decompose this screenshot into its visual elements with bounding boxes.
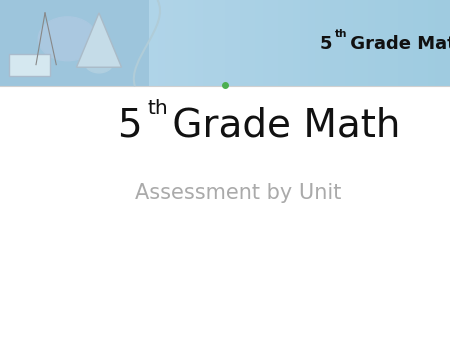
Bar: [158, 0, 165, 86]
Bar: [435, 0, 442, 86]
Text: th: th: [148, 99, 168, 118]
Text: 5: 5: [320, 35, 332, 53]
Text: Assessment by Unit: Assessment by Unit: [135, 183, 342, 203]
Bar: [225, 0, 233, 86]
Bar: [30, 0, 37, 86]
Bar: [180, 0, 188, 86]
Text: 5: 5: [117, 106, 142, 144]
Circle shape: [85, 51, 113, 73]
Bar: [382, 0, 390, 86]
Bar: [368, 0, 375, 86]
Bar: [195, 0, 202, 86]
Bar: [390, 0, 397, 86]
Bar: [98, 0, 105, 86]
Bar: [37, 0, 45, 86]
Bar: [255, 0, 262, 86]
Bar: [210, 0, 217, 86]
Bar: [352, 0, 360, 86]
Bar: [165, 0, 172, 86]
Bar: [323, 0, 330, 86]
Bar: [420, 0, 428, 86]
Bar: [262, 0, 270, 86]
Bar: [45, 0, 53, 86]
Text: Grade Math: Grade Math: [344, 35, 450, 53]
Bar: [330, 0, 338, 86]
Bar: [60, 0, 68, 86]
Bar: [112, 0, 120, 86]
Bar: [172, 0, 180, 86]
Bar: [105, 0, 112, 86]
Bar: [120, 0, 127, 86]
Bar: [338, 0, 345, 86]
Bar: [375, 0, 382, 86]
Bar: [0, 0, 148, 86]
Bar: [188, 0, 195, 86]
Text: th: th: [335, 29, 348, 39]
Bar: [82, 0, 90, 86]
Bar: [143, 0, 150, 86]
Circle shape: [38, 17, 97, 61]
Bar: [75, 0, 82, 86]
Bar: [90, 0, 98, 86]
Bar: [270, 0, 278, 86]
Bar: [360, 0, 368, 86]
Bar: [428, 0, 435, 86]
Bar: [278, 0, 285, 86]
Polygon shape: [76, 13, 122, 67]
Bar: [300, 0, 307, 86]
Bar: [68, 0, 75, 86]
Bar: [22, 0, 30, 86]
Bar: [9, 54, 50, 76]
Bar: [150, 0, 157, 86]
Bar: [240, 0, 248, 86]
Bar: [15, 0, 22, 86]
Bar: [397, 0, 405, 86]
Bar: [8, 0, 15, 86]
Bar: [127, 0, 135, 86]
Bar: [248, 0, 255, 86]
Bar: [217, 0, 225, 86]
Bar: [307, 0, 315, 86]
Bar: [345, 0, 352, 86]
Bar: [53, 0, 60, 86]
Bar: [315, 0, 323, 86]
Bar: [135, 0, 143, 86]
Bar: [285, 0, 293, 86]
Bar: [233, 0, 240, 86]
Bar: [0, 0, 8, 86]
Bar: [413, 0, 420, 86]
Bar: [442, 0, 450, 86]
Bar: [405, 0, 413, 86]
Bar: [292, 0, 300, 86]
Text: Grade Math: Grade Math: [160, 106, 400, 144]
Bar: [202, 0, 210, 86]
